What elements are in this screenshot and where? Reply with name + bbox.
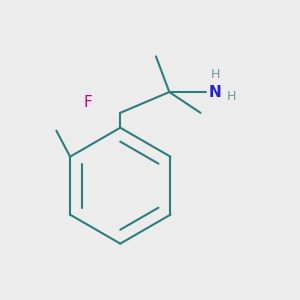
Text: H: H <box>227 90 236 103</box>
Text: F: F <box>83 95 92 110</box>
Text: H: H <box>211 68 220 81</box>
Text: N: N <box>209 85 222 100</box>
